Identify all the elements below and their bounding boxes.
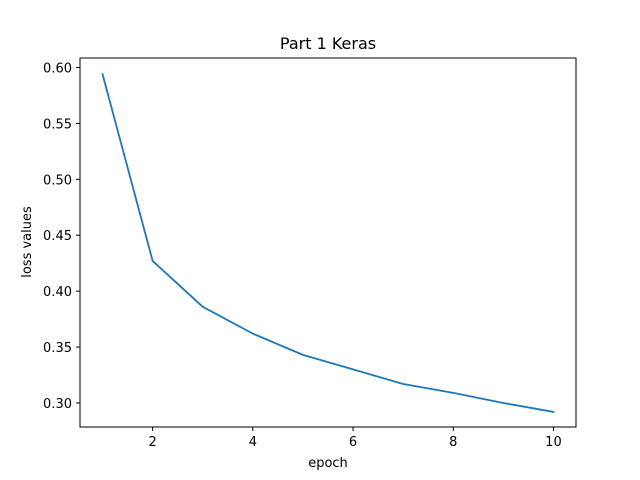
plot-area xyxy=(79,57,577,428)
x-axis: 2 4 6 8 10 xyxy=(149,427,562,450)
y-tick-label: 0.40 xyxy=(43,285,72,300)
series-line xyxy=(101,73,555,413)
y-tick-label: 0.50 xyxy=(43,173,72,188)
y-tick-label: 0.35 xyxy=(43,341,72,356)
x-axis-label: epoch xyxy=(308,456,348,471)
x-tick-label: 2 xyxy=(149,435,157,450)
series-layer xyxy=(101,73,555,413)
chart-title: Part 1 Keras xyxy=(280,34,376,53)
y-tick-label: 0.45 xyxy=(43,229,72,244)
y-axis-label: loss values xyxy=(20,206,35,278)
y-axis: 0.30 0.35 0.40 0.45 0.50 0.55 0.60 xyxy=(43,62,80,412)
y-tick-label: 0.55 xyxy=(43,117,72,132)
y-tick-label: 0.60 xyxy=(43,62,72,77)
x-tick-label: 10 xyxy=(545,435,562,450)
x-tick-label: 8 xyxy=(449,435,457,450)
x-tick-label: 4 xyxy=(249,435,257,450)
plot-frame xyxy=(79,57,577,428)
y-tick-label: 0.30 xyxy=(43,397,72,412)
x-tick-label: 6 xyxy=(349,435,357,450)
